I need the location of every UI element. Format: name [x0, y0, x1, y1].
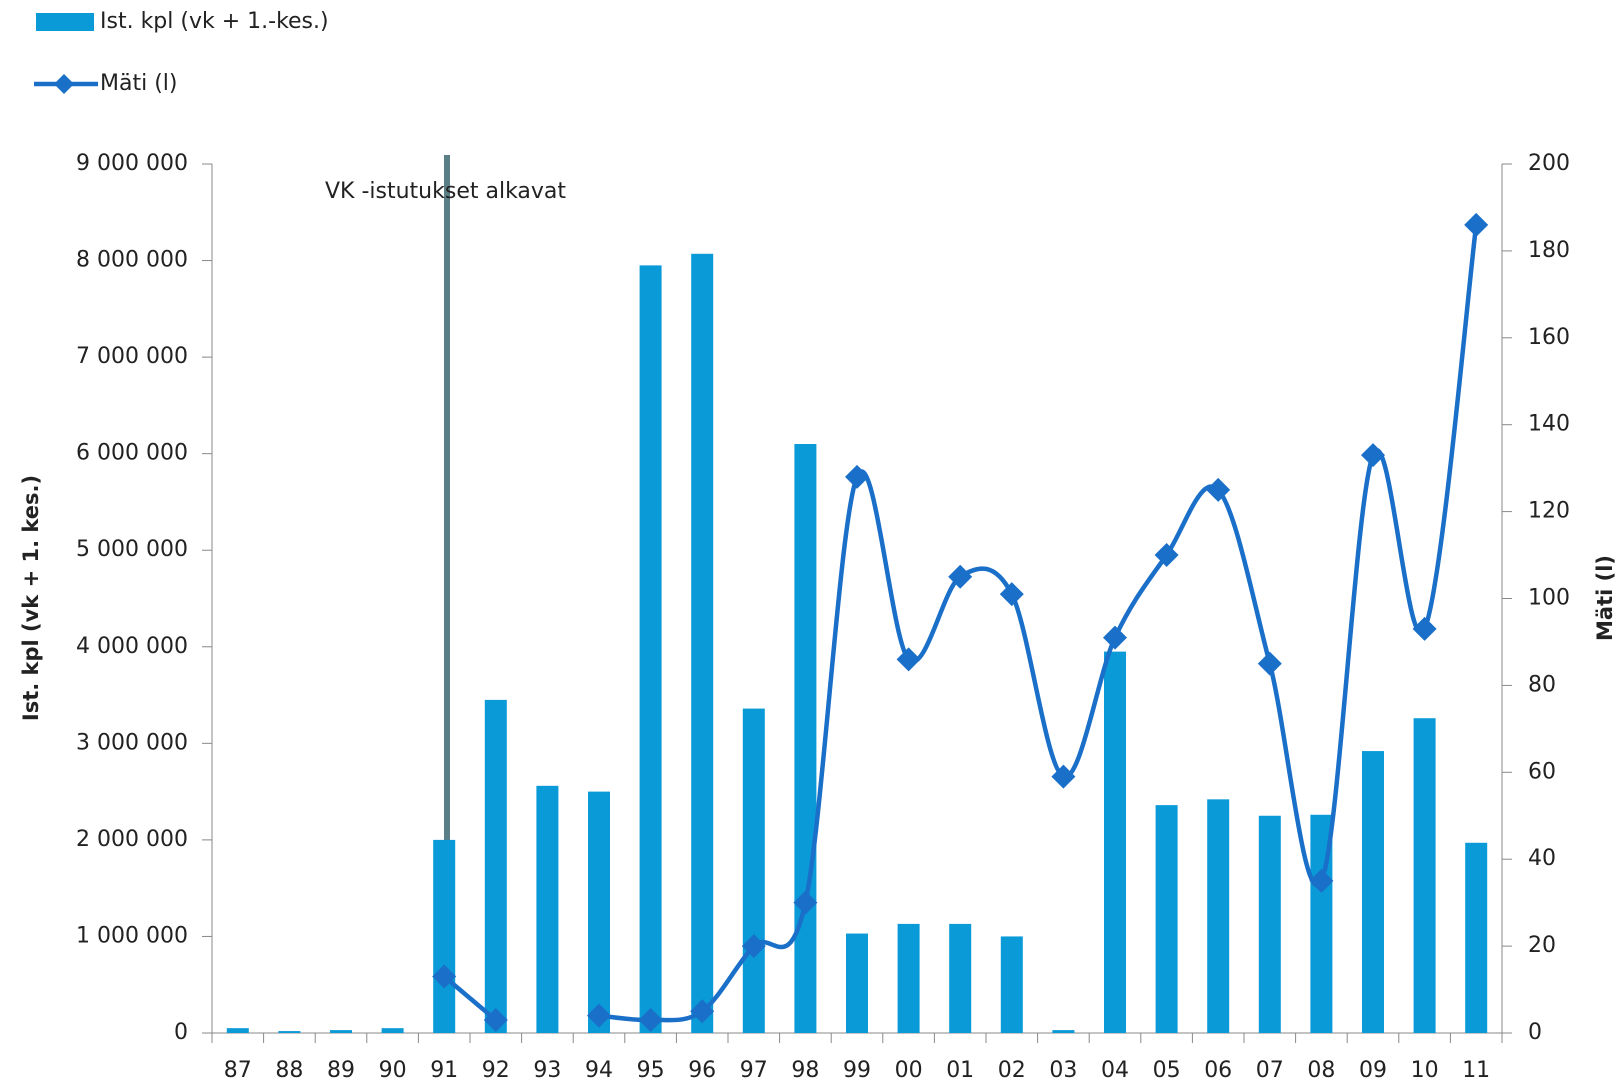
x-tick-label: 88: [275, 1058, 303, 1083]
marker: [1154, 543, 1179, 568]
y-tick-label: 0: [174, 1020, 188, 1045]
marker: [432, 964, 457, 989]
marker: [999, 582, 1024, 607]
marker: [587, 1003, 611, 1028]
bar: [1362, 751, 1384, 1033]
x-tick-label: 09: [1359, 1058, 1387, 1083]
y2-axis-title: Mäti (l): [1593, 555, 1617, 641]
bar: [330, 1030, 352, 1033]
y2-tick-label: 40: [1528, 846, 1556, 871]
marker: [638, 1007, 663, 1032]
y-axis-title: Ist. kpl (vk + 1. kes.): [19, 475, 43, 721]
marker: [741, 934, 766, 959]
bar: [1258, 815, 1281, 1033]
bar: [278, 1031, 301, 1033]
marker: [896, 647, 921, 672]
marker: [1051, 764, 1076, 789]
x-tick-label: 98: [791, 1058, 819, 1083]
marker: [1464, 212, 1489, 237]
x-tick-label: 91: [430, 1058, 458, 1083]
x-tick-label: 04: [1101, 1058, 1129, 1083]
y-tick-label: 8 000 000: [76, 248, 188, 273]
bar: [639, 265, 662, 1034]
x-tick-label: 96: [688, 1058, 716, 1083]
x-tick-label: 93: [533, 1058, 561, 1083]
x-tick-label: 02: [998, 1058, 1026, 1083]
y-tick-label: 2 000 000: [76, 827, 188, 852]
y-tick-label: 1 000 000: [76, 923, 188, 948]
x-tick-label: 03: [1049, 1058, 1077, 1083]
x-tick-label: 87: [224, 1058, 252, 1083]
y2-tick-label: 20: [1528, 933, 1556, 958]
y-tick-label: 9 000 000: [76, 151, 188, 176]
y2-tick-label: 100: [1528, 586, 1570, 611]
y2-tick-label: 160: [1528, 325, 1570, 350]
bar: [536, 785, 559, 1033]
x-tick-label: 08: [1307, 1058, 1335, 1083]
bar: [897, 923, 920, 1033]
x-tick-label: 00: [895, 1058, 923, 1083]
x-tick-label: 89: [327, 1058, 355, 1083]
bar: [1155, 805, 1178, 1033]
y2-tick-label: 80: [1528, 672, 1556, 697]
x-tick-label: 06: [1204, 1058, 1232, 1083]
marker: [690, 999, 715, 1024]
x-tick-label: 11: [1462, 1058, 1490, 1083]
marker: [1257, 651, 1282, 676]
marker: [483, 1007, 508, 1032]
marker: [948, 564, 973, 589]
marker: [1361, 443, 1385, 468]
y2-tick-label: 60: [1528, 759, 1556, 784]
bar: [1000, 936, 1023, 1033]
bar: [691, 253, 714, 1034]
y2-tick-label: 120: [1528, 499, 1570, 524]
bar: [846, 933, 868, 1033]
x-tick-label: 95: [637, 1058, 665, 1083]
x-tick-label: 10: [1411, 1058, 1439, 1083]
bar: [484, 699, 507, 1033]
y-tick-label: 6 000 000: [76, 441, 188, 466]
line: [598, 224, 1479, 1023]
y-tick-label: 4 000 000: [76, 634, 188, 659]
bar: [949, 923, 972, 1033]
y-tick-label: 3 000 000: [76, 730, 188, 755]
x-tick-label: 97: [740, 1058, 768, 1083]
x-tick-label: 99: [843, 1058, 871, 1083]
y2-tick-label: 0: [1528, 1020, 1542, 1045]
x-tick-label: 92: [482, 1058, 510, 1083]
marker: [1103, 625, 1127, 650]
y2-tick-label: 200: [1528, 151, 1570, 176]
marker: [1309, 868, 1334, 893]
legend-swatch: [36, 13, 94, 31]
marker: [1206, 477, 1231, 502]
bar: [742, 708, 765, 1033]
bar: [433, 839, 456, 1033]
bar: [1413, 718, 1436, 1033]
bar: [1465, 842, 1488, 1033]
legend-marker: [54, 74, 74, 94]
x-tick-label: 05: [1153, 1058, 1181, 1083]
marker: [845, 464, 869, 489]
x-tick-label: 01: [946, 1058, 974, 1083]
bar: [1052, 1030, 1075, 1033]
x-tick-label: 90: [379, 1058, 407, 1083]
bar: [1104, 651, 1126, 1033]
bar: [588, 791, 610, 1033]
legend-label: Mäti (l): [100, 71, 177, 96]
y2-tick-label: 140: [1528, 412, 1570, 437]
x-tick-label: 07: [1256, 1058, 1284, 1083]
bar: [794, 444, 817, 1033]
bar: [1207, 799, 1230, 1033]
y2-tick-label: 180: [1528, 238, 1570, 263]
marker: [1412, 616, 1437, 641]
y-tick-label: 5 000 000: [76, 537, 188, 562]
annotation: VK -istutukset alkavat: [325, 179, 566, 204]
x-tick-label: 94: [585, 1058, 613, 1083]
bar: [226, 1028, 249, 1033]
marker: [793, 890, 818, 915]
bar: [381, 1028, 404, 1033]
y-tick-label: 7 000 000: [76, 344, 188, 369]
legend-label: Ist. kpl (vk + 1.-kes.): [100, 9, 329, 34]
